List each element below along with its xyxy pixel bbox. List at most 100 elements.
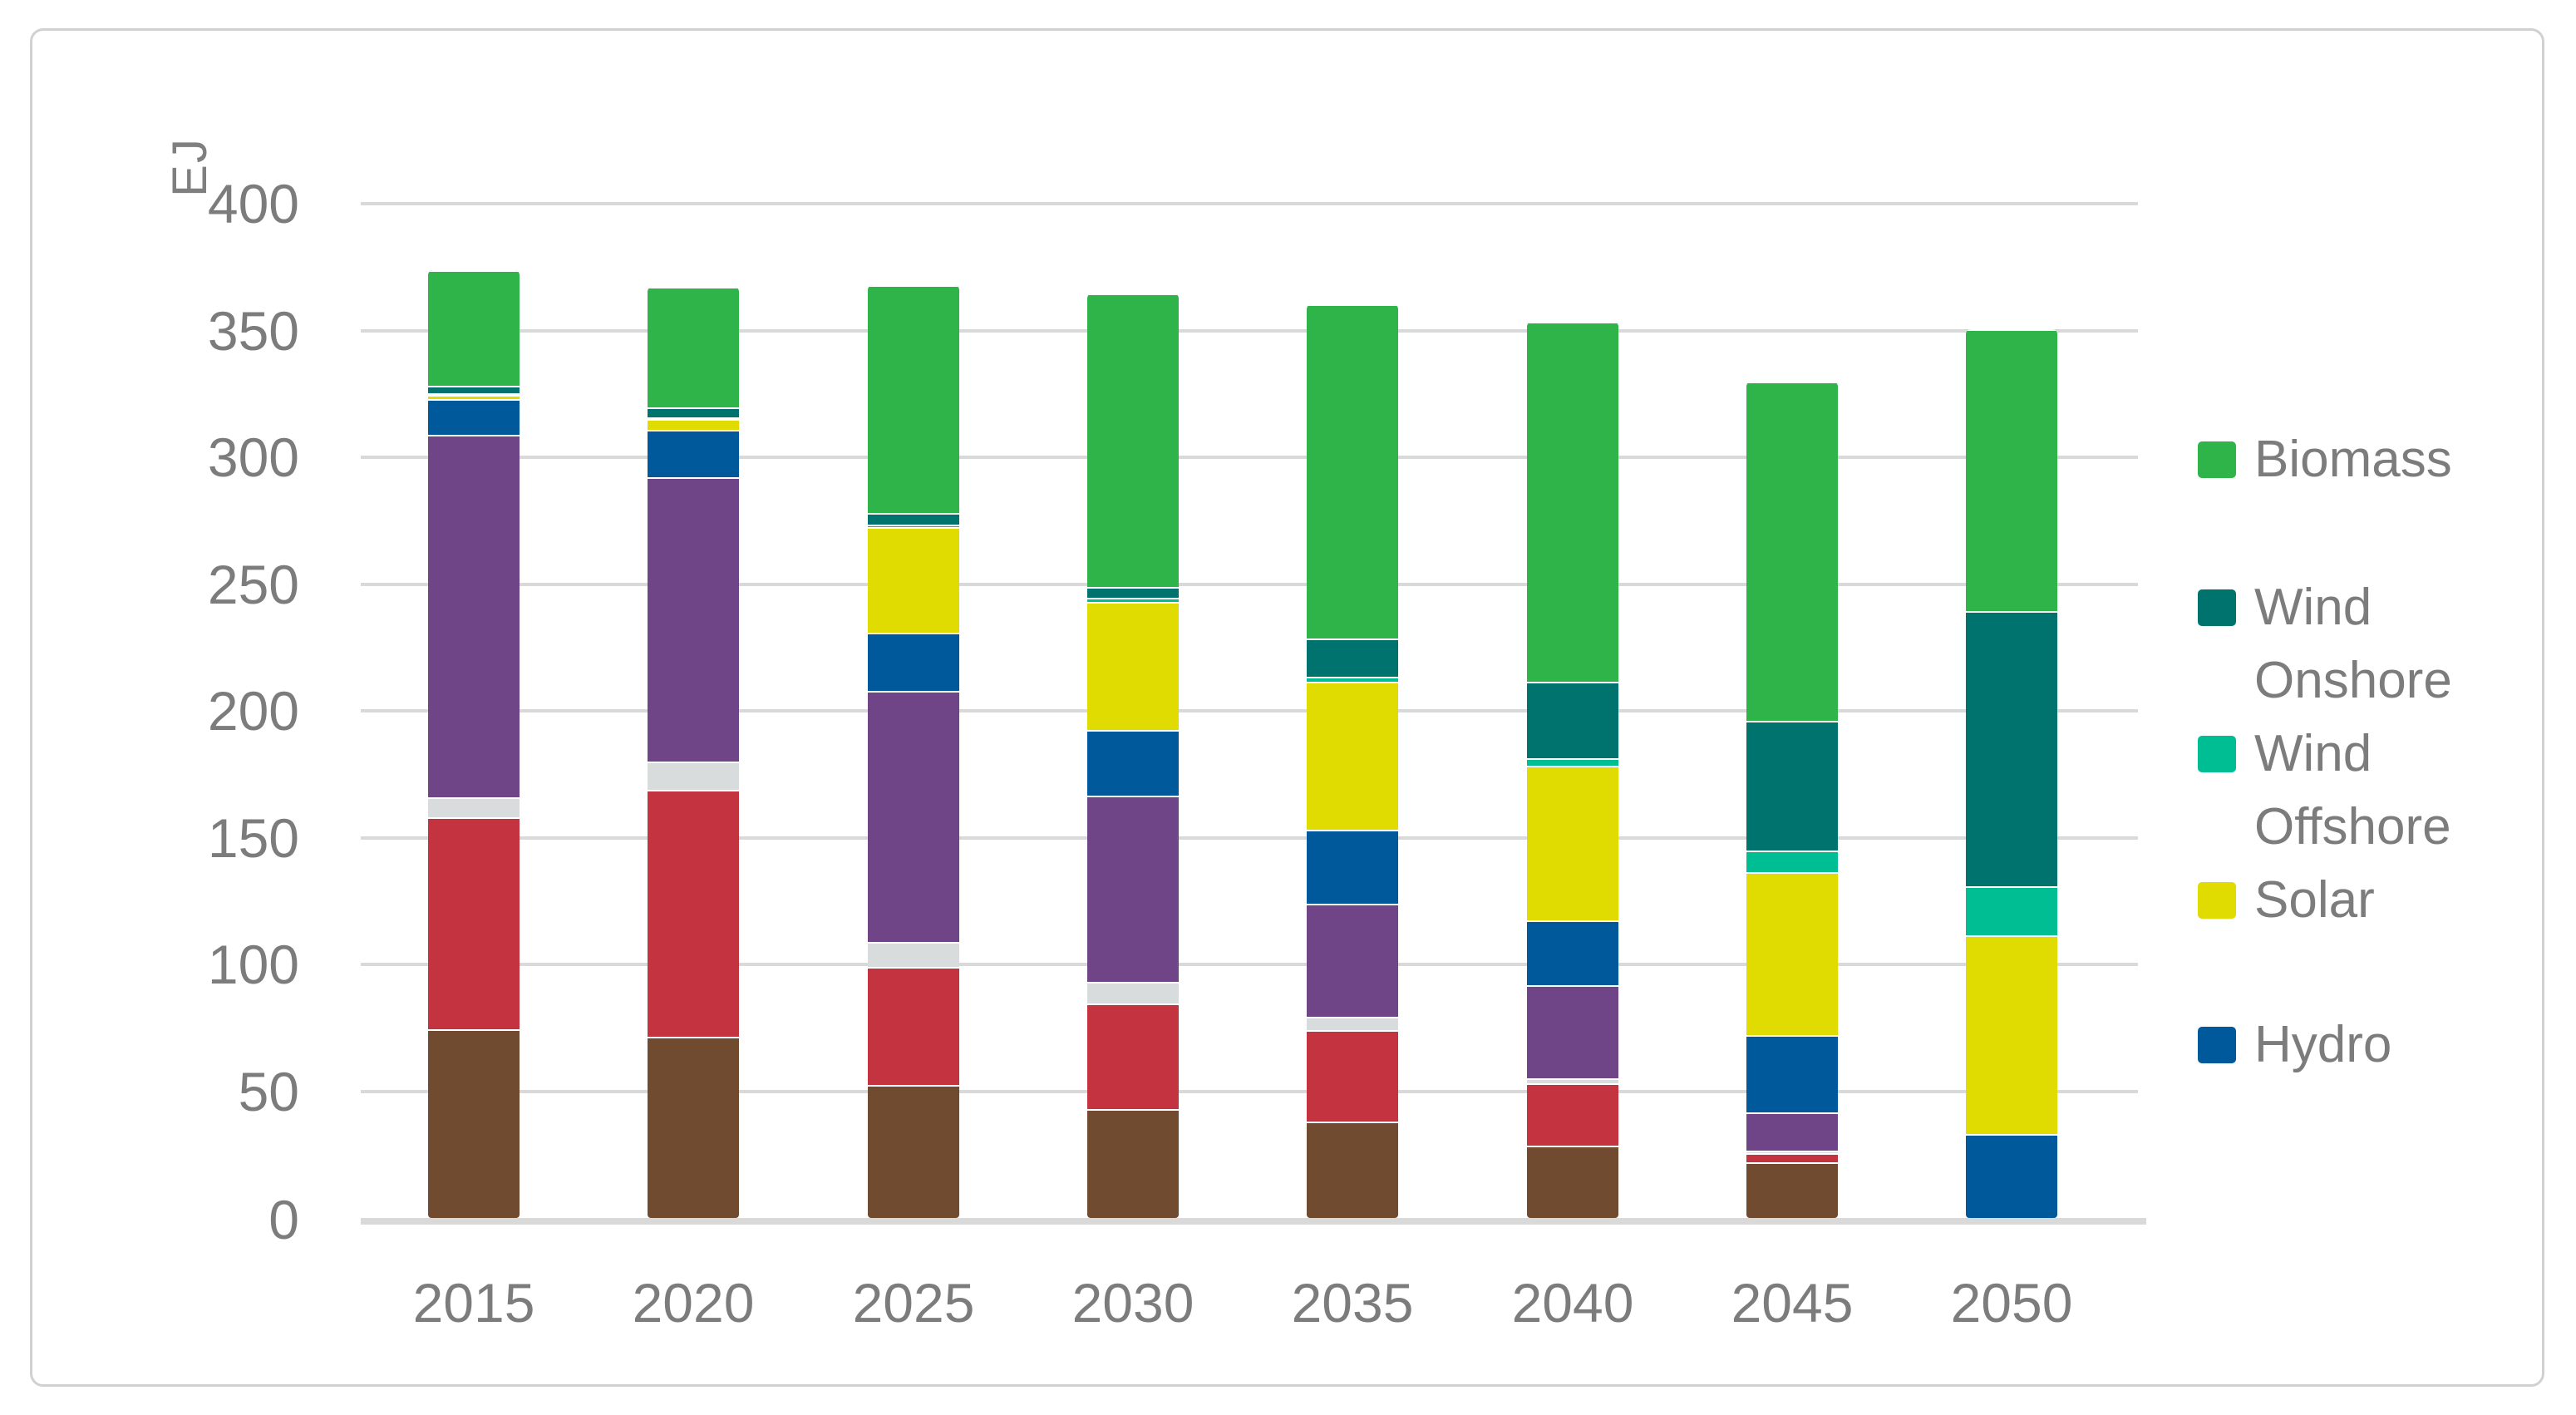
y-tick-label-0: 0 — [268, 1189, 299, 1250]
bar-segment-wind-onshore-2030 — [1087, 586, 1179, 599]
legend-label-biomass: Biomass — [2254, 431, 2452, 488]
bar-segment-hydro-2025 — [868, 632, 959, 691]
gridline-200 — [361, 709, 2138, 712]
bar-segment-unlabeled-gray-segment-2025 — [868, 941, 959, 968]
x-tick-label-2040: 2040 — [1511, 1272, 1634, 1334]
x-tick-label-2050: 2050 — [1950, 1272, 2073, 1334]
bar-segment-wind-offshore-2030 — [1087, 598, 1179, 602]
bar-segment-unlabeled-gray-segment-2045 — [1746, 1151, 1838, 1154]
bar-segment-hydro-2045 — [1746, 1035, 1838, 1113]
stacked-bar-2050 — [1966, 329, 2057, 1218]
x-tick-label-2025: 2025 — [852, 1272, 975, 1334]
bar-segment-hydro-2040 — [1527, 920, 1618, 985]
chart-border — [30, 28, 2544, 1387]
legend-label-wind-offshore-line1: Wind — [2254, 725, 2372, 782]
bar-segment-unlabeled-purple-segment-2040 — [1527, 984, 1618, 1079]
bar-segment-unlabeled-gray-segment-2030 — [1087, 982, 1179, 1004]
x-tick-label-2045: 2045 — [1731, 1272, 1854, 1334]
legend-label-wind-onshore-line2: Onshore — [2254, 652, 2452, 709]
bar-segment-unlabeled-brown-segment-2035 — [1307, 1122, 1398, 1218]
bar-segment-hydro-2020 — [648, 429, 739, 478]
bar-segment-unlabeled-purple-segment-2025 — [868, 690, 959, 942]
legend-label-solar: Solar — [2254, 871, 2375, 929]
bar-segment-biomass-2025 — [868, 284, 959, 514]
bar-segment-solar-2035 — [1307, 682, 1398, 831]
y-tick-label-200: 200 — [207, 680, 299, 742]
gridline-300 — [361, 456, 2138, 459]
bar-segment-unlabeled-red-segment-2040 — [1527, 1083, 1618, 1146]
bar-segment-unlabeled-purple-segment-2020 — [648, 477, 739, 762]
stacked-bar-2020 — [648, 287, 739, 1218]
gridline-250 — [361, 582, 2138, 586]
bar-segment-wind-offshore-2050 — [1966, 885, 2057, 936]
bar-segment-unlabeled-brown-segment-2025 — [868, 1084, 959, 1218]
y-tick-label-50: 50 — [238, 1060, 299, 1122]
x-tick-label-2035: 2035 — [1291, 1272, 1414, 1334]
bar-segment-wind-onshore-2025 — [868, 513, 959, 525]
y-tick-label-250: 250 — [207, 553, 299, 615]
bar-segment-unlabeled-red-segment-2030 — [1087, 1003, 1179, 1109]
bar-segment-unlabeled-brown-segment-2015 — [428, 1028, 520, 1218]
bar-segment-biomass-2035 — [1307, 303, 1398, 639]
bar-segment-wind-offshore-2040 — [1527, 757, 1618, 766]
bar-segment-solar-2025 — [868, 527, 959, 633]
x-axis-line — [361, 1218, 2146, 1225]
bar-segment-unlabeled-gray-segment-2035 — [1307, 1016, 1398, 1031]
bar-segment-unlabeled-purple-segment-2045 — [1746, 1112, 1838, 1151]
bar-segment-solar-2020 — [648, 419, 739, 430]
legend-swatch-wind-onshore — [2198, 589, 2236, 626]
gridline-350 — [361, 328, 2138, 333]
bar-segment-wind-onshore-2020 — [648, 407, 739, 418]
bar-segment-wind-offshore-2015 — [428, 393, 520, 396]
bar-segment-wind-onshore-2015 — [428, 386, 520, 394]
y-tick-label-300: 300 — [207, 426, 299, 488]
bar-segment-solar-2045 — [1746, 871, 1838, 1036]
bar-segment-wind-offshore-2020 — [648, 417, 739, 420]
bar-segment-unlabeled-gray-segment-2015 — [428, 796, 520, 818]
stacked-bar-2025 — [868, 284, 959, 1218]
y-tick-label-100: 100 — [207, 934, 299, 995]
x-tick-label-2030: 2030 — [1071, 1272, 1194, 1334]
stacked-bar-2015 — [428, 270, 520, 1218]
bar-segment-unlabeled-brown-segment-2040 — [1527, 1146, 1618, 1218]
bar-segment-unlabeled-red-segment-2045 — [1746, 1153, 1838, 1162]
bar-segment-unlabeled-purple-segment-2035 — [1307, 903, 1398, 1017]
bar-segment-hydro-2015 — [428, 398, 520, 435]
gridline-150 — [361, 836, 2138, 840]
stacked-bar-2035 — [1307, 303, 1398, 1218]
bar-segment-unlabeled-brown-segment-2030 — [1087, 1108, 1179, 1218]
bar-segment-wind-offshore-2035 — [1307, 676, 1398, 683]
legend-swatch-biomass — [2198, 441, 2236, 478]
legend-swatch-solar — [2198, 882, 2236, 919]
bar-segment-solar-2030 — [1087, 601, 1179, 730]
legend-label-wind-offshore-line2: Offshore — [2254, 798, 2451, 855]
bar-segment-biomass-2040 — [1527, 322, 1618, 683]
y-tick-label-350: 350 — [207, 299, 299, 362]
bar-segment-biomass-2050 — [1966, 329, 2057, 611]
bar-segment-wind-onshore-2050 — [1966, 610, 2057, 886]
x-tick-label-2020: 2020 — [632, 1272, 755, 1334]
y-tick-label-150: 150 — [207, 806, 299, 869]
gridline-50 — [361, 1089, 2138, 1093]
bar-segment-biomass-2045 — [1746, 381, 1838, 722]
stacked-bar-2045 — [1746, 381, 1838, 1218]
stacked-bar-2030 — [1087, 293, 1179, 1218]
bar-segment-biomass-2020 — [648, 287, 739, 408]
bar-segment-biomass-2015 — [428, 270, 520, 387]
bar-segment-unlabeled-purple-segment-2030 — [1087, 796, 1179, 983]
bar-segment-unlabeled-brown-segment-2020 — [648, 1036, 739, 1218]
bar-segment-unlabeled-gray-segment-2020 — [648, 762, 739, 790]
bar-segment-hydro-2030 — [1087, 729, 1179, 796]
legend-swatch-hydro — [2198, 1027, 2236, 1063]
gridline-400 — [361, 202, 2138, 205]
bar-segment-hydro-2050 — [1966, 1134, 2057, 1218]
bar-segment-unlabeled-gray-segment-2040 — [1527, 1078, 1618, 1084]
bar-segment-solar-2050 — [1966, 935, 2057, 1135]
legend-label-wind-onshore-line1: Wind — [2254, 579, 2372, 636]
bar-segment-wind-offshore-2025 — [868, 525, 959, 528]
bar-segment-solar-2040 — [1527, 765, 1618, 920]
bar-segment-biomass-2030 — [1087, 293, 1179, 587]
bar-segment-hydro-2035 — [1307, 830, 1398, 904]
